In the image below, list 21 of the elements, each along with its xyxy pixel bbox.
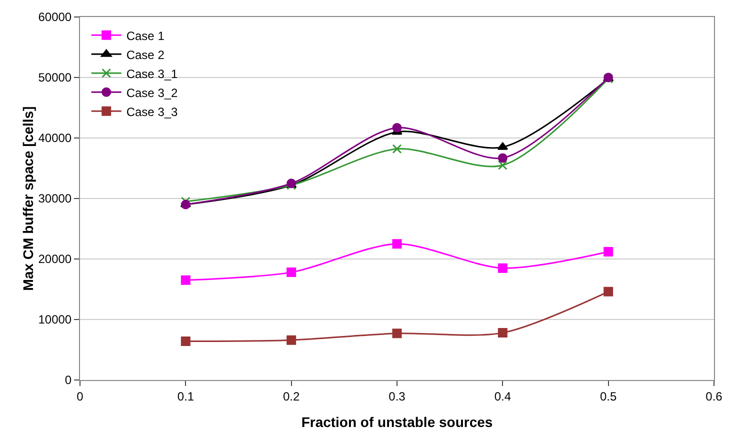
- x-tick-label: 0.1: [177, 389, 194, 404]
- y-tick-label: 20000: [38, 252, 72, 266]
- legend-label: Case 3_3: [126, 104, 178, 119]
- x-tick-label: 0.6: [706, 389, 723, 404]
- legend-label: Case 3_2: [126, 86, 178, 100]
- y-tick-label: 30000: [38, 192, 72, 206]
- x-tick-label: 0.4: [494, 389, 512, 404]
- x-tick-label: 0.2: [282, 389, 300, 404]
- x-tick-label: 0.3: [388, 389, 406, 404]
- y-tick-label: 0: [64, 373, 72, 388]
- legend-label: Case 3_1: [126, 66, 178, 81]
- y-axis-title: Max CM buffer space [cells]: [20, 106, 36, 291]
- x-tick-label: 0: [76, 389, 84, 404]
- legend-label: Case 2: [126, 48, 165, 62]
- y-tick-label: 40000: [38, 131, 72, 146]
- x-tick-label: 0.5: [600, 389, 617, 404]
- legend-label: Case 1: [126, 28, 165, 43]
- x-axis-title: Fraction of unstable sources: [301, 414, 493, 430]
- y-tick-label: 10000: [38, 312, 72, 327]
- y-tick-label: 60000: [38, 10, 72, 24]
- y-tick-label: 50000: [38, 70, 72, 85]
